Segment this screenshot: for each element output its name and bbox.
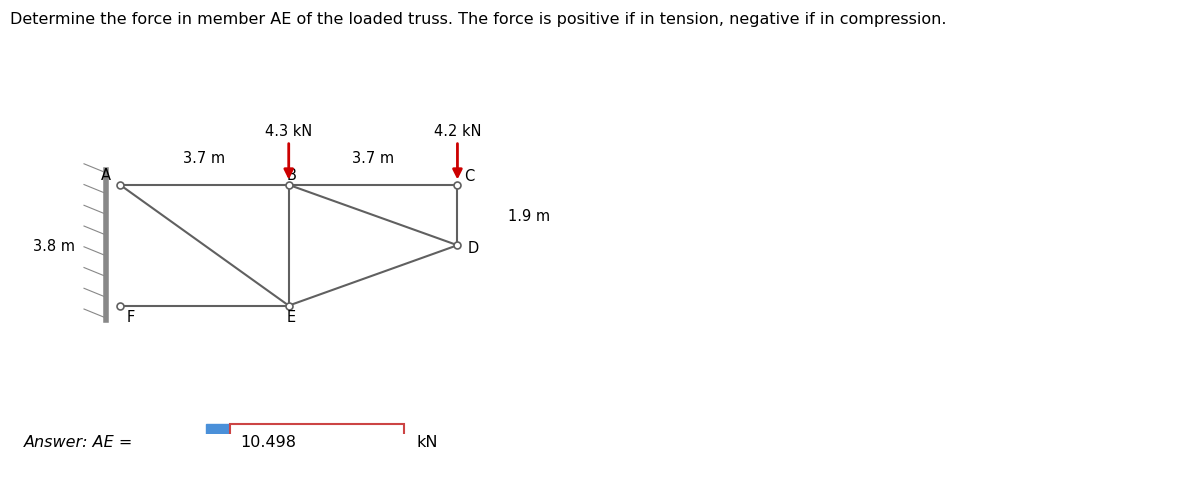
FancyBboxPatch shape — [230, 425, 404, 459]
Text: D: D — [468, 241, 479, 256]
FancyBboxPatch shape — [206, 425, 230, 459]
Text: 3.7 m: 3.7 m — [352, 151, 394, 166]
Text: Answer: AE =: Answer: AE = — [24, 434, 133, 449]
Text: E: E — [287, 309, 295, 324]
Text: 4.2 kN: 4.2 kN — [433, 123, 481, 138]
Text: 3.7 m: 3.7 m — [184, 151, 226, 166]
Text: B: B — [286, 167, 296, 182]
Text: 10.498: 10.498 — [240, 434, 296, 449]
Text: C: C — [464, 168, 474, 183]
Text: 4.3 kN: 4.3 kN — [265, 123, 312, 138]
Text: A: A — [101, 167, 110, 182]
Text: F: F — [127, 309, 134, 324]
Circle shape — [85, 295, 138, 317]
Text: i: i — [216, 435, 221, 448]
Text: kN: kN — [416, 434, 438, 449]
Text: 1.9 m: 1.9 m — [508, 208, 550, 223]
Text: 3.8 m: 3.8 m — [34, 238, 74, 253]
Text: Determine the force in member AE of the loaded truss. The force is positive if i: Determine the force in member AE of the … — [10, 12, 946, 27]
Polygon shape — [104, 168, 121, 203]
